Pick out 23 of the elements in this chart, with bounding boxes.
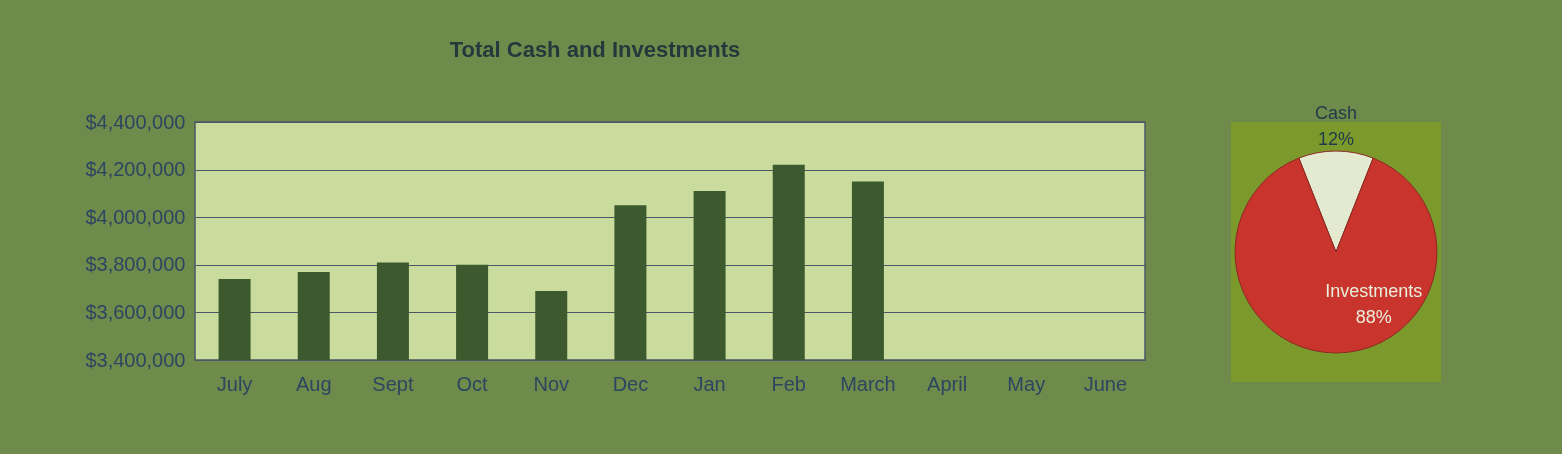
x-tick-label: June — [1083, 372, 1128, 395]
x-tick-label: May — [1007, 372, 1046, 395]
data-label: 88% — [1355, 307, 1392, 328]
x-tick-label: Oct — [456, 372, 489, 395]
slice-label: Investments — [1325, 281, 1423, 302]
data-label: 12% — [1317, 129, 1355, 149]
x-tick-label: March — [840, 372, 896, 395]
x-tick-label: Feb — [771, 372, 806, 395]
x-tick-label: July — [216, 372, 253, 395]
y-tick-label: $4,000,000 — [85, 205, 186, 228]
chart-title: Total Cash and Investments — [449, 37, 741, 62]
y-tick-label: $3,800,000 — [85, 253, 186, 276]
slice-label: Cash — [1314, 103, 1358, 123]
y-tick-label: $3,400,000 — [85, 348, 186, 371]
x-tick-label: Jan — [693, 372, 726, 395]
x-tick-label: Nov — [533, 372, 570, 395]
x-tick-label: April — [927, 372, 968, 395]
y-tick-label: $4,400,000 — [85, 110, 186, 133]
x-tick-label: Dec — [612, 372, 649, 395]
y-tick-label: $4,200,000 — [85, 158, 186, 181]
x-tick-label: Sept — [372, 372, 414, 395]
x-tick-label: Aug — [295, 372, 332, 395]
y-tick-label: $3,600,000 — [85, 300, 186, 323]
